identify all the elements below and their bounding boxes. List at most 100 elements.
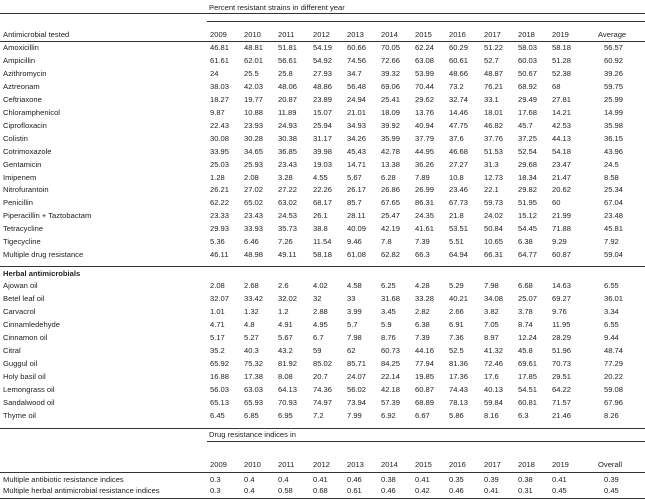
value-cell: 85.71 <box>347 358 367 368</box>
table-row: Cinnamon oil 5.17 5.27 5.67 6.7 7.98 8.76 7.39 7… <box>0 334 645 346</box>
value-cell: 74.43 <box>449 384 469 394</box>
row-label: Lemongrass oil <box>3 384 55 394</box>
value-cell: 8.74 <box>518 319 533 329</box>
value-cell: 6.91 <box>449 319 464 329</box>
value-cell: 44.13 <box>552 133 572 143</box>
value-cell: 24.93 <box>278 120 298 130</box>
value-cell: 74.56 <box>347 55 367 65</box>
value-cell: 33.28 <box>415 293 435 303</box>
value-cell: 7.89 <box>415 172 430 182</box>
row-label: Ciprofloxacin <box>3 120 47 130</box>
value-cell: 3.82 <box>484 306 499 316</box>
summary-value-cell: 0.39 <box>604 475 619 484</box>
summary-value-cell: 6.55 <box>604 319 619 329</box>
year-header-cell: 2011 <box>278 460 295 469</box>
value-cell: 24 <box>210 68 219 78</box>
table-row: Sandalwood oil 65.13 65.93 70.93 74.97 73.94 5… <box>0 397 645 411</box>
year-header-cell: 2012 <box>313 30 330 39</box>
value-cell: 25.93 <box>244 159 264 169</box>
value-cell: 7.98 <box>347 332 362 342</box>
summary-value-cell: 8.58 <box>604 172 619 182</box>
value-cell: 19.03 <box>313 159 333 169</box>
value-cell: 59 <box>313 345 322 355</box>
summary-value-cell: 0.45 <box>604 486 619 495</box>
table-row: Tetracycline 29.93 33.93 35.73 38.8 40.09 42.1… <box>0 225 645 237</box>
table-row: Nitrofurantoin 26.21 27.02 27.22 22.26 26.17 2… <box>0 186 645 198</box>
value-cell: 29.68 <box>518 159 538 169</box>
value-cell: 0.38 <box>518 475 533 484</box>
value-cell: 75.32 <box>244 358 264 368</box>
value-cell: 6.38 <box>518 237 533 247</box>
value-cell: 48.98 <box>244 250 264 260</box>
value-cell: 5.86 <box>449 410 464 420</box>
year-header-cell: 2013 <box>347 460 364 469</box>
value-cell: 4.02 <box>313 281 328 290</box>
value-cell: 23.89 <box>313 94 333 104</box>
indices-header-rule <box>0 472 645 473</box>
value-cell: 6.46 <box>244 237 259 247</box>
year-header-cell: 2014 <box>381 30 398 39</box>
value-cell: 42.18 <box>381 384 401 394</box>
value-cell: 69.06 <box>381 81 401 91</box>
value-cell: 26.17 <box>347 185 367 195</box>
value-cell: 33.42 <box>244 293 264 303</box>
value-cell: 7.26 <box>278 237 293 247</box>
summary-value-cell: 39.26 <box>604 68 624 78</box>
value-cell: 4.8 <box>244 319 255 329</box>
header-row: 2009 2010 2011 2012 2013 2014 2015 2016 2017 2018… <box>0 461 645 473</box>
summary-value-cell: 25.99 <box>604 94 624 104</box>
year-header-cell: 2018 <box>518 460 535 469</box>
indices-top-rule <box>0 428 645 429</box>
value-cell: 11.89 <box>278 107 297 117</box>
summary-value-cell: 43.96 <box>604 146 624 156</box>
value-cell: 45.7 <box>518 120 533 130</box>
value-cell: 28.11 <box>347 211 366 221</box>
value-cell: 85.7 <box>347 198 362 208</box>
value-cell: 65.02 <box>244 198 264 208</box>
value-cell: 53.51 <box>449 224 469 234</box>
value-cell: 18.01 <box>484 107 504 117</box>
value-cell: 30.28 <box>244 133 264 143</box>
herbal-section-rule <box>0 266 645 267</box>
value-cell: 74.97 <box>313 397 333 407</box>
value-cell: 68.17 <box>313 198 333 208</box>
value-cell: 72.46 <box>484 358 504 368</box>
value-cell: 42.19 <box>381 224 401 234</box>
value-cell: 29.51 <box>552 371 572 381</box>
value-cell: 29.82 <box>518 185 538 195</box>
summary-value-cell: 59.04 <box>604 250 624 260</box>
summary-value-cell: 24.5 <box>604 159 619 169</box>
indices-spanner-rule <box>207 441 645 442</box>
value-cell: 62 <box>347 345 356 355</box>
year-header-cell: 2015 <box>415 460 432 469</box>
value-cell: 6.85 <box>244 410 259 420</box>
value-cell: 37.6 <box>449 133 464 143</box>
row-label: Colistin <box>3 133 28 143</box>
value-cell: 59.73 <box>484 198 504 208</box>
summary-value-cell: 45.81 <box>604 224 624 234</box>
value-cell: 15.12 <box>518 211 538 221</box>
value-cell: 60.87 <box>552 250 572 260</box>
value-cell: 19.77 <box>244 94 264 104</box>
value-cell: 5.67 <box>278 332 293 342</box>
value-cell: 31.3 <box>484 159 499 169</box>
value-cell: 6.38 <box>415 319 430 329</box>
value-cell: 37.76 <box>484 133 504 143</box>
value-cell: 41.32 <box>484 345 504 355</box>
value-cell: 22.1 <box>484 185 499 195</box>
value-cell: 29.49 <box>518 94 538 104</box>
value-cell: 65.13 <box>210 397 230 407</box>
summary-value-cell: 56.57 <box>604 43 624 52</box>
value-cell: 0.3 <box>210 475 221 484</box>
value-cell: 2.88 <box>313 306 328 316</box>
value-cell: 3.78 <box>518 306 533 316</box>
value-cell: 16.88 <box>210 371 230 381</box>
value-cell: 69.27 <box>552 293 572 303</box>
value-cell: 18.09 <box>381 107 401 117</box>
value-cell: 74.36 <box>313 384 333 394</box>
value-cell: 4.55 <box>313 172 328 182</box>
value-cell: 52.7 <box>484 55 499 65</box>
value-cell: 60.73 <box>381 345 401 355</box>
value-cell: 34.65 <box>244 146 264 156</box>
value-cell: 36.85 <box>278 146 298 156</box>
